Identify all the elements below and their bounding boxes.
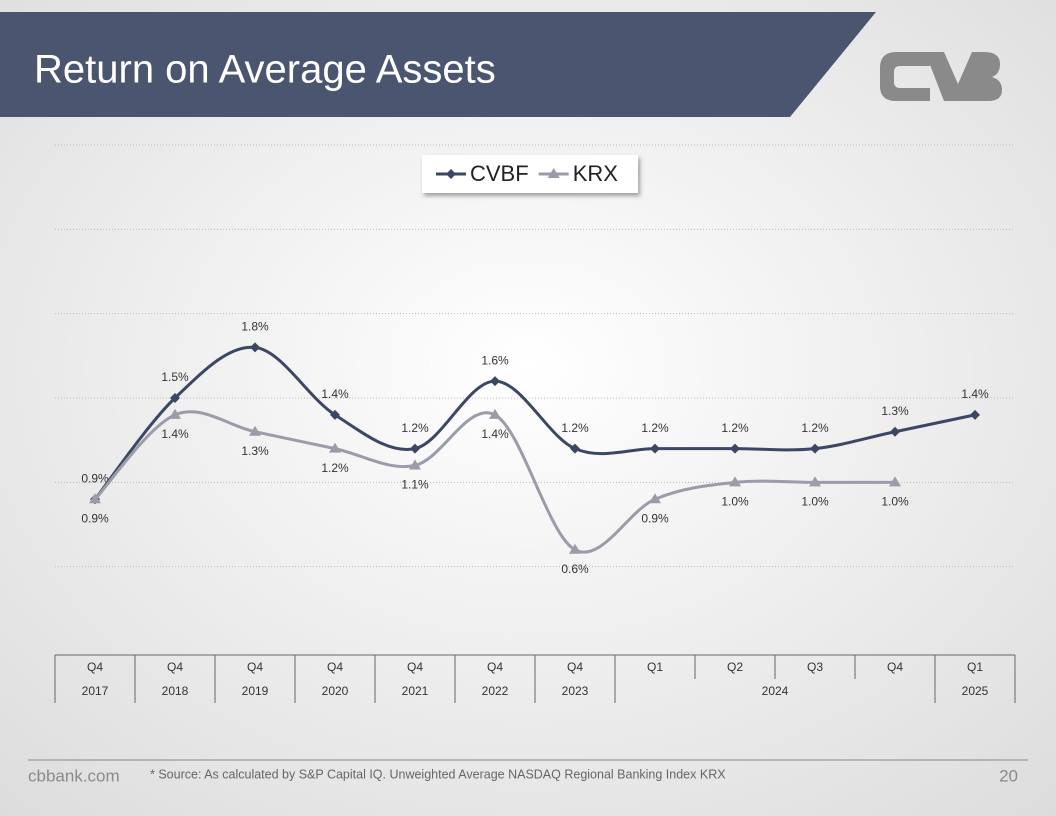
marker [650, 443, 660, 454]
marker [810, 443, 820, 454]
x-tick-label: Q1 [967, 660, 983, 674]
data-label: 0.9% [641, 511, 669, 525]
x-group-label: 2018 [162, 684, 189, 698]
data-label: 1.3% [241, 444, 269, 458]
title: Return on Average Assets [34, 48, 496, 92]
data-label: 1.4% [961, 387, 989, 401]
data-label: 0.9% [81, 511, 109, 525]
data-label: 0.6% [561, 562, 589, 576]
x-tick-label: Q4 [247, 660, 263, 674]
marker [446, 169, 456, 179]
x-tick-label: Q3 [807, 660, 823, 674]
marker [489, 408, 501, 419]
data-label: 1.2% [641, 421, 669, 435]
x-tick-label: Q4 [407, 660, 423, 674]
marker [569, 543, 581, 554]
data-label: 1.0% [801, 495, 829, 509]
legend: CVBF KRX [422, 155, 638, 193]
x-tick-label: Q2 [727, 660, 743, 674]
data-label: 1.4% [321, 387, 349, 401]
data-label: 1.2% [401, 421, 429, 435]
marker [889, 476, 901, 487]
data-label: 1.0% [721, 495, 749, 509]
x-tick-label: Q4 [327, 660, 343, 674]
marker [547, 168, 560, 178]
marker [410, 443, 420, 454]
x-tick-label: Q4 [567, 660, 583, 674]
x-group-label: 2020 [322, 684, 349, 698]
marker [809, 476, 821, 487]
x-group-label: 2019 [242, 684, 269, 698]
marker [250, 342, 260, 353]
marker [89, 493, 101, 504]
x-group-label: 2017 [82, 684, 109, 698]
x-group-label: 2023 [562, 684, 589, 698]
marker [330, 409, 340, 420]
marker [649, 493, 661, 504]
data-label: 1.2% [321, 461, 349, 475]
data-label: 1.2% [721, 421, 749, 435]
footer-site: cbbank.com [28, 766, 120, 785]
data-label: 1.4% [481, 427, 509, 441]
marker [409, 459, 421, 470]
data-label: 1.5% [161, 370, 189, 384]
x-group-label: 2024 [762, 684, 789, 698]
legend-label: KRX [573, 161, 619, 186]
data-label: 1.8% [241, 320, 269, 334]
page-number: 20 [999, 766, 1018, 785]
x-tick-label: Q1 [647, 660, 663, 674]
data-label: 1.6% [481, 353, 509, 367]
marker [970, 409, 980, 420]
data-label: 1.1% [401, 478, 429, 492]
data-label: 1.0% [881, 495, 909, 509]
data-label: 1.2% [801, 421, 829, 435]
x-tick-label: Q4 [167, 660, 183, 674]
header-band [0, 12, 876, 117]
x-group-label: 2021 [402, 684, 429, 698]
data-label: 1.3% [881, 404, 909, 418]
logo [880, 52, 1002, 101]
data-label: 1.4% [161, 427, 189, 441]
marker [729, 476, 741, 487]
marker [169, 408, 181, 419]
x-tick-label: Q4 [87, 660, 103, 674]
marker [570, 443, 580, 454]
x-tick-label: Q4 [487, 660, 503, 674]
x-tick-label: Q4 [887, 660, 903, 674]
data-label: 1.2% [561, 421, 589, 435]
marker [490, 376, 500, 387]
x-group-label: 2022 [482, 684, 509, 698]
marker [890, 426, 900, 437]
marker [249, 425, 261, 436]
data-label: 0.9% [81, 471, 109, 485]
legend-label: CVBF [470, 161, 529, 186]
footer-source: * Source: As calculated by S&P Capital I… [150, 767, 726, 781]
x-group-label: 2025 [962, 684, 989, 698]
marker [329, 442, 341, 453]
marker [170, 393, 180, 403]
marker [730, 443, 740, 454]
